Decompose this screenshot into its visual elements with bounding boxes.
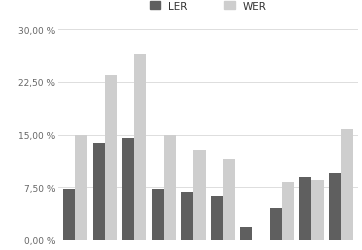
Bar [63,189,75,240]
Legend: LER, WER: LER, WER [146,0,271,16]
Bar [240,228,252,240]
Bar [105,76,117,240]
Bar [181,192,193,240]
Bar [93,144,105,240]
Bar [311,180,324,240]
Bar [122,138,134,240]
Bar [75,135,88,240]
Bar [329,174,341,240]
Bar [134,54,147,240]
Bar [164,135,176,240]
Bar [341,130,353,240]
Bar [193,150,206,240]
Bar [223,160,235,240]
Bar [211,196,223,240]
Bar [282,182,294,240]
Bar [270,208,282,240]
Bar [152,189,164,240]
Bar [299,177,311,240]
